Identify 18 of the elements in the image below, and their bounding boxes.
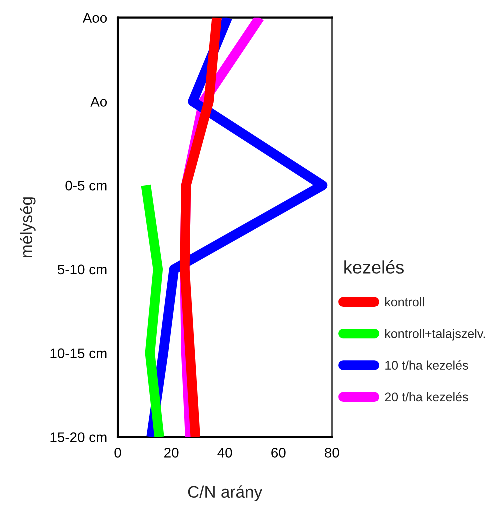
legend-label: kontroll+talajszelv. xyxy=(386,329,486,341)
y-tick-label: 15-20 cm xyxy=(50,432,107,442)
legend-label: kontroll xyxy=(386,297,424,307)
y-tick-label: 0-5 cm xyxy=(66,180,107,191)
x-tick-label: 80 xyxy=(325,448,340,458)
legend-title: kezelés xyxy=(344,260,404,274)
x-axis-title: C/N arány xyxy=(188,486,263,502)
x-tick-label: 60 xyxy=(272,448,286,458)
legend-label: 20 t/ha kezelés xyxy=(385,392,468,402)
x-tick-label: 20 xyxy=(164,448,179,458)
y-axis-title: mélység xyxy=(20,198,36,258)
x-tick-label: 0 xyxy=(114,448,122,458)
y-tick-label: Aoo xyxy=(82,13,108,23)
y-tick-label: Ao xyxy=(90,97,108,107)
y-tick-label: 5-10 cm xyxy=(58,264,107,275)
legend-label: 10 t/ha kezelés xyxy=(386,360,468,370)
x-tick-label: 40 xyxy=(218,448,232,458)
y-tick-label: 10-15 cm xyxy=(50,348,107,359)
